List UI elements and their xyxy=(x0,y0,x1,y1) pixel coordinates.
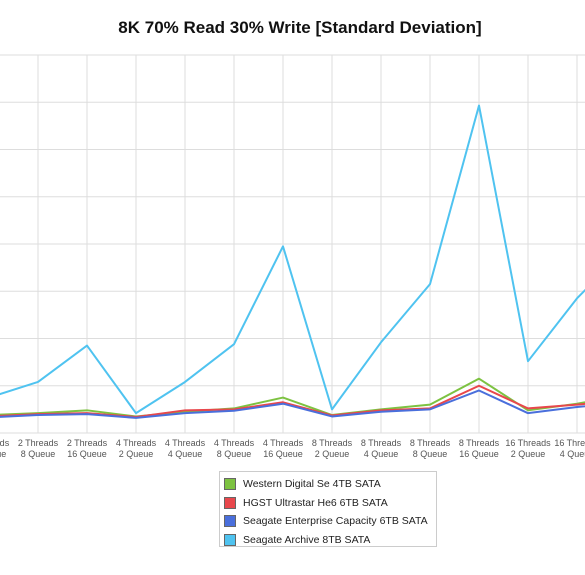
legend-swatch-3 xyxy=(224,533,236,546)
legend-item-2: Seagate Enterprise Capacity 6TB SATA xyxy=(224,512,436,531)
x-tick-label-7: 8 Threads 2 Queue xyxy=(312,438,353,459)
legend: Western Digital Se 4TB SATA HGST Ultrasta… xyxy=(219,471,437,547)
legend-label-0: Western Digital Se 4TB SATA xyxy=(243,478,381,491)
series-lines xyxy=(0,104,585,419)
legend-swatch-2 xyxy=(224,515,236,528)
x-tick-label-8: 8 Threads 4 Queue xyxy=(361,438,402,459)
legend-item-1: HGST Ultrastar He6 6TB SATA xyxy=(224,494,436,513)
x-tick-label-3: 4 Threads 2 Queue xyxy=(116,438,157,459)
legend-item-3: Seagate Archive 8TB SATA xyxy=(224,531,436,550)
x-tick-label-11: 16 Threads 2 Queue xyxy=(505,438,551,459)
legend-swatch-1 xyxy=(224,496,236,509)
legend-label-2: Seagate Enterprise Capacity 6TB SATA xyxy=(243,515,428,528)
legend-label-1: HGST Ultrastar He6 6TB SATA xyxy=(243,496,388,509)
x-tick-label-2: 2 Threads 16 Queue xyxy=(67,438,108,459)
x-tick-label-9: 8 Threads 8 Queue xyxy=(410,438,451,459)
series-line-0 xyxy=(0,377,585,418)
grid-lines xyxy=(0,54,585,434)
x-tick-label-4: 4 Threads 4 Queue xyxy=(165,438,206,459)
series-line-3 xyxy=(0,104,585,415)
chart-title: 8K 70% Read 30% Write [Standard Deviatio… xyxy=(118,18,482,37)
x-tick-label-10: 8 Threads 16 Queue xyxy=(459,438,500,459)
legend-label-3: Seagate Archive 8TB SATA xyxy=(243,533,371,546)
legend-swatch-0 xyxy=(224,478,236,491)
x-tick-label-5: 4 Threads 8 Queue xyxy=(214,438,255,459)
series-line-2 xyxy=(0,389,585,419)
x-tick-label-1: 2 Threads 8 Queue xyxy=(18,438,59,459)
legend-item-0: Western Digital Se 4TB SATA xyxy=(224,475,436,494)
x-tick-label-6: 4 Threads 16 Queue xyxy=(263,438,304,459)
